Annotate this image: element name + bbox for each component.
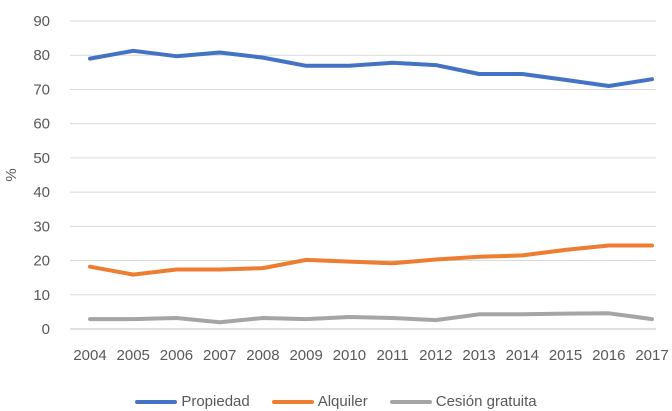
series-lines bbox=[88, 48, 654, 325]
legend-swatch bbox=[135, 399, 178, 404]
x-tick-label: 2012 bbox=[419, 347, 452, 364]
y-tick-label: 30 bbox=[33, 218, 50, 235]
x-tick-label: 2004 bbox=[73, 347, 106, 364]
x-tick-label: 2006 bbox=[160, 347, 193, 364]
legend-item: Propiedad bbox=[135, 393, 250, 410]
x-tick-label: 2014 bbox=[506, 347, 539, 364]
y-tick-label: 20 bbox=[33, 253, 50, 270]
legend: Propiedad Alquiler Cesión gratuita bbox=[0, 392, 672, 411]
legend-item: Alquiler bbox=[271, 393, 368, 410]
x-tick-label: 2016 bbox=[592, 347, 625, 364]
line-chart: 0 10 20 30 40 50 60 70 80 90 2004 2005 2006 2007 2008… bbox=[3, 13, 669, 364]
legend-label: Cesión gratuita bbox=[435, 393, 537, 410]
x-tick-label: 2015 bbox=[549, 347, 582, 364]
legend-label: Alquiler bbox=[317, 393, 368, 410]
y-tick-label: 50 bbox=[33, 150, 50, 167]
x-tick-label: 2013 bbox=[462, 347, 495, 364]
y-axis-ticks: 0 10 20 30 40 50 60 70 80 90 bbox=[33, 13, 50, 338]
y-tick-label: 40 bbox=[33, 184, 50, 201]
y-tick-label: 70 bbox=[33, 81, 50, 98]
legend-swatch bbox=[389, 399, 432, 404]
x-tick-label: 2007 bbox=[203, 347, 236, 364]
x-tick-label: 2017 bbox=[635, 347, 668, 364]
y-tick-label: 0 bbox=[42, 321, 50, 338]
y-axis-label: % bbox=[3, 168, 20, 181]
x-tick-label: 2011 bbox=[376, 347, 408, 364]
series-line-propiedad bbox=[88, 48, 654, 88]
x-tick-label: 2005 bbox=[117, 347, 150, 364]
y-tick-label: 60 bbox=[33, 116, 50, 133]
x-tick-label: 2008 bbox=[246, 347, 279, 364]
x-axis-ticks: 2004 2005 2006 2007 2008 2009 2010 2011 2012 2013… bbox=[73, 347, 668, 364]
y-tick-label: 10 bbox=[33, 287, 50, 304]
gridlines bbox=[70, 20, 656, 330]
x-tick-label: 2010 bbox=[333, 347, 366, 364]
legend-item: Cesión gratuita bbox=[389, 393, 537, 410]
series-line-alquiler bbox=[88, 243, 654, 277]
x-tick-label: 2009 bbox=[289, 347, 322, 364]
legend-swatch bbox=[271, 399, 314, 404]
y-tick-label: 90 bbox=[33, 13, 50, 30]
series-line-cesi-n-gratuita bbox=[88, 311, 654, 325]
legend-label: Propiedad bbox=[181, 393, 250, 410]
y-tick-label: 80 bbox=[33, 47, 50, 64]
